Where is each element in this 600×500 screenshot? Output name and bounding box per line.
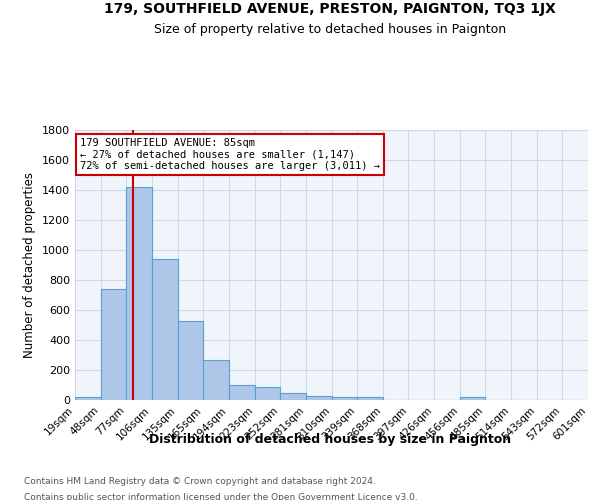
Text: Distribution of detached houses by size in Paignton: Distribution of detached houses by size … <box>149 432 511 446</box>
Bar <box>127 187 152 400</box>
Text: 179 SOUTHFIELD AVENUE: 85sqm
← 27% of detached houses are smaller (1,147)
72% of: 179 SOUTHFIELD AVENUE: 85sqm ← 27% of de… <box>80 138 380 172</box>
Text: Contains public sector information licensed under the Open Government Licence v3: Contains public sector information licen… <box>24 492 418 500</box>
Bar <box>101 289 127 400</box>
Bar <box>75 397 101 400</box>
Bar <box>357 397 383 400</box>
Y-axis label: Number of detached properties: Number of detached properties <box>23 172 37 358</box>
Bar <box>331 397 357 400</box>
Bar <box>229 385 254 400</box>
Bar <box>178 320 203 400</box>
Bar <box>280 393 306 400</box>
Bar <box>254 386 280 400</box>
Bar <box>203 360 229 400</box>
Bar <box>306 396 331 400</box>
Bar <box>460 397 485 400</box>
Text: Size of property relative to detached houses in Paignton: Size of property relative to detached ho… <box>154 22 506 36</box>
Bar <box>152 259 178 400</box>
Text: 179, SOUTHFIELD AVENUE, PRESTON, PAIGNTON, TQ3 1JX: 179, SOUTHFIELD AVENUE, PRESTON, PAIGNTO… <box>104 2 556 16</box>
Text: Contains HM Land Registry data © Crown copyright and database right 2024.: Contains HM Land Registry data © Crown c… <box>24 478 376 486</box>
